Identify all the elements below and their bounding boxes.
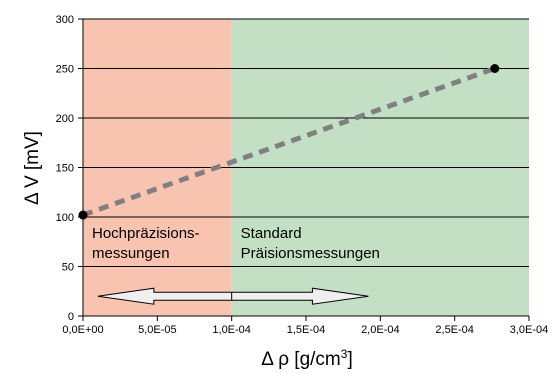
x-tick-label-2: 1,0E-04 bbox=[212, 324, 251, 336]
region-1-label-line-1: Hochpräzisions- bbox=[92, 225, 200, 242]
y-tick-label-3: 150 bbox=[56, 163, 74, 175]
region-labels: Hochpräzisions-messungen Standard Präision… bbox=[92, 225, 380, 262]
x-axis-title-sup: 3 bbox=[341, 347, 348, 361]
y-tick-label-4: 200 bbox=[56, 113, 74, 125]
y-tick-label-5: 250 bbox=[56, 64, 74, 76]
x-tick-label-3: 1,5E-04 bbox=[287, 324, 326, 336]
y-tick-label-1: 50 bbox=[62, 262, 74, 274]
axes bbox=[78, 18, 530, 321]
x-axis-title-end: ] bbox=[347, 349, 352, 370]
region-1-label-line-2: messungen bbox=[92, 245, 170, 262]
x-tick-label-1: 5,0E-05 bbox=[138, 324, 177, 336]
x-axis-title: Δ ρ [g/cm3] bbox=[261, 347, 352, 370]
y-tick-label-0: 0 bbox=[68, 311, 74, 323]
y-tick-label-2: 100 bbox=[56, 212, 74, 224]
range-arrow-shape bbox=[97, 287, 369, 305]
x-tick-label-0: 0,0E+00 bbox=[62, 324, 103, 336]
series-1-line bbox=[82, 66, 496, 218]
x-axis-title-main: Δ ρ [g/cm bbox=[261, 349, 340, 370]
x-tick-label-6: 3,0E-04 bbox=[510, 324, 549, 336]
x-tick-label-4: 2,0E-04 bbox=[361, 324, 400, 336]
y-tick-labels: 0 50 100 150 200 250 300 bbox=[56, 14, 74, 323]
y-axis-title: Δ V [mV] bbox=[22, 131, 43, 205]
region-2-label-line-1: Standard bbox=[241, 225, 302, 242]
series-1-point-2 bbox=[490, 64, 500, 73]
y-tick-label-6: 300 bbox=[56, 14, 74, 26]
range-arrow bbox=[97, 287, 369, 305]
region-2-label-line-2: Präisionsmessungen bbox=[241, 245, 380, 262]
x-tick-labels: 0,0E+00 5,0E-05 1,0E-04 1,5E-04 2,0E-04 2,5E-… bbox=[62, 324, 548, 336]
x-tick-label-5: 2,5E-04 bbox=[435, 324, 474, 336]
gridlines bbox=[83, 18, 529, 268]
